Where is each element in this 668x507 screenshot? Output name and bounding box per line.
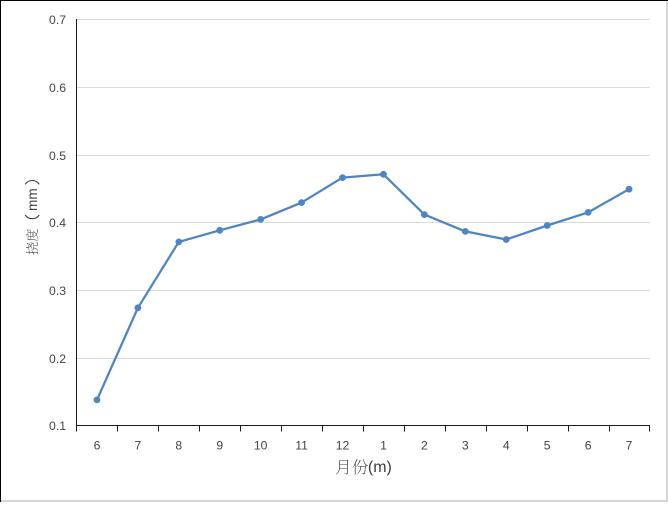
- svg-text:9: 9: [216, 439, 223, 453]
- svg-text:0.5: 0.5: [49, 149, 66, 163]
- svg-text:11: 11: [295, 439, 308, 453]
- svg-text:mm: mm: [25, 188, 40, 211]
- svg-text:10: 10: [254, 439, 268, 453]
- svg-text:5: 5: [544, 439, 551, 453]
- svg-text:7: 7: [134, 439, 141, 453]
- svg-text:0.7: 0.7: [49, 13, 66, 27]
- svg-text:0.2: 0.2: [49, 352, 66, 366]
- svg-text:2: 2: [421, 439, 428, 453]
- svg-text:4: 4: [503, 439, 510, 453]
- svg-text:7: 7: [626, 439, 633, 453]
- svg-text:0.6: 0.6: [49, 81, 66, 95]
- svg-text:8: 8: [175, 439, 182, 453]
- svg-text:6: 6: [94, 439, 101, 453]
- svg-text:0.4: 0.4: [49, 216, 66, 230]
- svg-text:0.3: 0.3: [49, 284, 66, 298]
- svg-text:0.1: 0.1: [49, 419, 66, 433]
- svg-text:12: 12: [336, 439, 350, 453]
- svg-text:(m): (m): [368, 459, 392, 476]
- svg-text:3: 3: [462, 439, 469, 453]
- svg-text:1: 1: [380, 439, 387, 453]
- svg-text:6: 6: [585, 439, 592, 453]
